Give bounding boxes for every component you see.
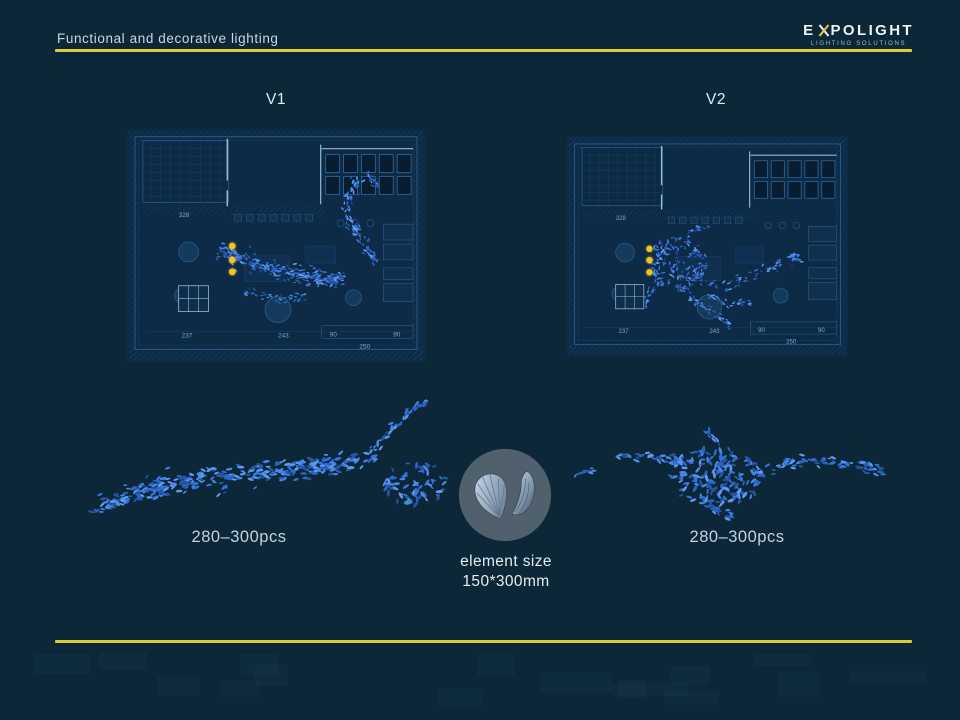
shell-element-left <box>474 473 508 520</box>
logo-x-icon <box>818 24 829 37</box>
svg-text:90: 90 <box>393 331 401 338</box>
background-texture <box>0 652 960 720</box>
variant-2-label: V2 <box>706 91 726 108</box>
logo-wordmark: E POLIGHT <box>803 22 914 39</box>
svg-text:90: 90 <box>818 327 825 334</box>
element-size-caption: element size 150*300mm <box>460 552 552 591</box>
element-size-line2: 150*300mm <box>462 572 550 590</box>
page-title: Functional and decorative lighting <box>57 31 279 46</box>
svg-text:237: 237 <box>182 332 193 339</box>
shell-element-right <box>511 471 535 516</box>
logo-suffix: POLIGHT <box>830 22 914 39</box>
logo-tagline: LIGHTING SOLUTIONS <box>810 41 907 47</box>
svg-text:237: 237 <box>619 328 630 335</box>
pieces-count-v2: 280–300pcs <box>689 528 785 546</box>
svg-text:243: 243 <box>709 328 720 335</box>
svg-text:243: 243 <box>278 332 289 339</box>
top-divider <box>55 49 912 52</box>
bottom-divider <box>55 640 912 643</box>
svg-text:90: 90 <box>330 331 338 338</box>
svg-text:328: 328 <box>179 212 190 219</box>
variant-1-label: V1 <box>266 91 286 108</box>
svg-text:250: 250 <box>359 343 370 350</box>
logo-prefix: E <box>803 22 816 39</box>
expolight-logo: E POLIGHT LIGHTING SOLUTIONS <box>803 22 914 47</box>
floorplan-v2: 328 237 243 90 90 250 <box>567 136 848 357</box>
floorplan-v1: 328 237 243 90 90 250 <box>127 128 425 363</box>
svg-text:250: 250 <box>786 338 797 345</box>
svg-text:90: 90 <box>758 327 765 334</box>
svg-text:328: 328 <box>616 215 627 222</box>
element-preview <box>458 448 552 542</box>
swarm-render-v1 <box>87 399 449 514</box>
swarm-render-v2 <box>573 426 886 521</box>
element-size-line1: element size <box>460 553 552 570</box>
pieces-count-v1: 280–300pcs <box>191 528 287 546</box>
